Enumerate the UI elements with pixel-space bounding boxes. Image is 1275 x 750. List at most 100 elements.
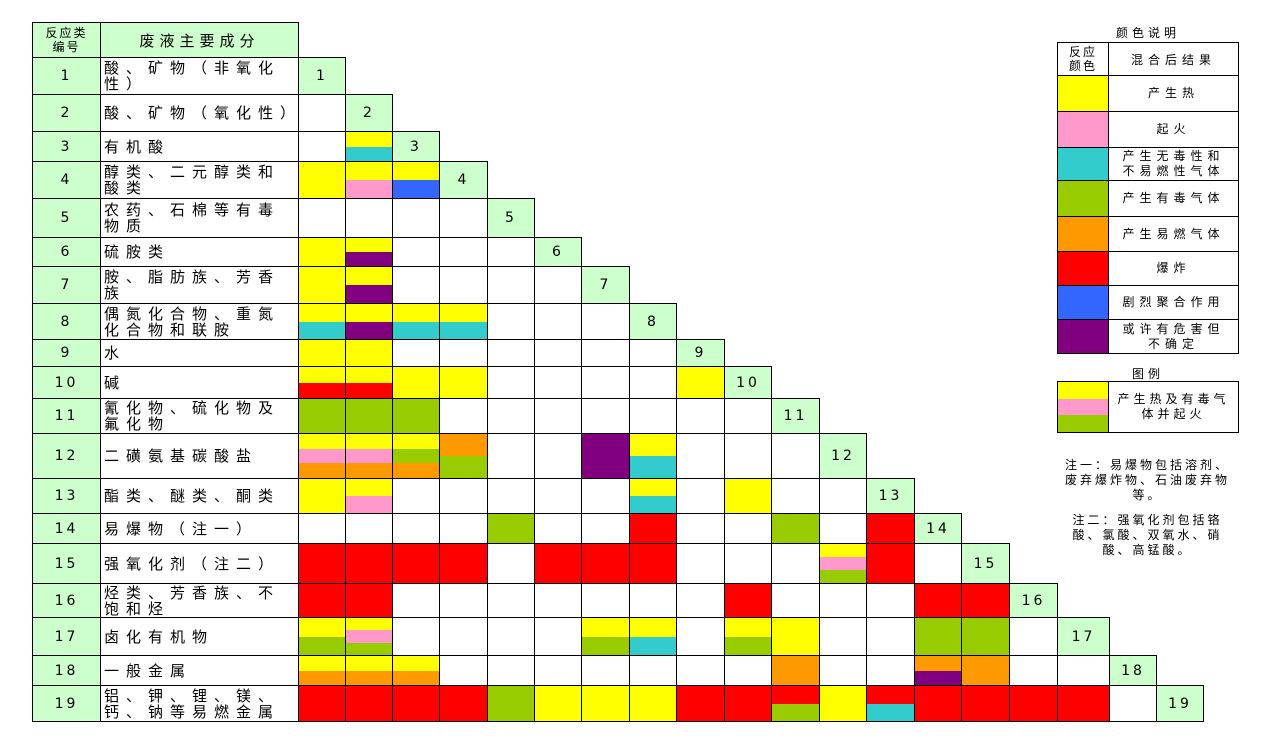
reaction-cell xyxy=(298,303,346,340)
row-name: 酯类、醚类、酮类 xyxy=(100,478,299,514)
reaction-cell xyxy=(676,617,725,656)
reaction-cell xyxy=(439,366,488,399)
reaction-color xyxy=(346,252,392,266)
row-name: 一般金属 xyxy=(100,655,299,686)
reaction-cell xyxy=(581,617,630,656)
reaction-cell xyxy=(534,478,582,514)
reaction-cell xyxy=(676,513,725,544)
reaction-cell xyxy=(345,398,393,434)
diagonal-number: 6 xyxy=(534,237,582,267)
reaction-cell xyxy=(771,543,820,584)
reaction-cell xyxy=(487,339,535,367)
reaction-cell xyxy=(534,685,582,722)
reaction-cell xyxy=(771,583,820,618)
reaction-cell xyxy=(914,655,962,686)
reaction-cell xyxy=(487,583,535,618)
diagonal-number: 10 xyxy=(724,366,772,399)
note: 注一：易爆物包括溶剂、废弃爆炸物、石油废弃物等。 xyxy=(1064,458,1230,502)
example-color xyxy=(1058,415,1108,432)
reaction-cell xyxy=(534,339,582,367)
row-number: 3 xyxy=(32,131,101,162)
reaction-color xyxy=(630,496,676,513)
reaction-color xyxy=(346,618,392,631)
reaction-cell xyxy=(439,543,488,584)
reaction-cell xyxy=(724,617,772,656)
reaction-cell xyxy=(345,303,393,340)
text: 产生热 xyxy=(1147,86,1199,100)
text: 酸、矿物（氧化性） xyxy=(104,104,299,122)
reaction-cell xyxy=(581,655,630,686)
reaction-cell xyxy=(724,433,772,479)
reaction-cell xyxy=(298,617,346,656)
legend-swatch xyxy=(1057,147,1109,181)
reaction-color xyxy=(582,636,629,655)
reaction-cell xyxy=(961,617,1010,656)
reaction-cell xyxy=(724,398,772,434)
reaction-cell xyxy=(487,433,535,479)
legend-swatch xyxy=(1057,251,1109,286)
reaction-cell xyxy=(819,543,867,584)
reaction-color xyxy=(440,304,487,322)
reaction-color xyxy=(346,304,392,322)
reaction-color xyxy=(677,686,724,721)
text: 一般金属 xyxy=(104,661,193,680)
reaction-cell xyxy=(298,266,346,304)
reaction-cell xyxy=(581,583,630,618)
reaction-cell xyxy=(866,685,915,722)
reaction-cell xyxy=(771,513,820,544)
reaction-color xyxy=(772,703,819,721)
note: 注二：强氧化剂包括铬酸、氯酸、双氧水、硝酸、高锰酸。 xyxy=(1072,513,1223,557)
reaction-cell xyxy=(534,303,582,340)
reaction-color xyxy=(346,267,392,285)
reaction-cell xyxy=(298,366,346,399)
text: 硫胺类 xyxy=(104,243,171,261)
diagonal-number: 7 xyxy=(581,266,630,304)
reaction-cell xyxy=(487,266,535,304)
reaction-cell xyxy=(298,161,346,199)
text: 强氧化剂（注二） xyxy=(104,554,281,573)
reaction-cell xyxy=(487,513,535,544)
reaction-cell xyxy=(298,198,346,238)
legend-label: 起火 xyxy=(1108,111,1239,148)
text: 反应颜色 xyxy=(1068,45,1097,73)
row-number: 4 xyxy=(32,161,101,199)
reaction-color xyxy=(962,656,1009,685)
reaction-cell xyxy=(771,685,820,722)
reaction-cell xyxy=(345,339,393,367)
reaction-color xyxy=(772,514,819,543)
reaction-color xyxy=(440,434,487,456)
reaction-color xyxy=(393,463,439,478)
reaction-cell xyxy=(581,685,630,722)
reaction-cell xyxy=(771,433,820,479)
reaction-cell xyxy=(345,583,393,618)
reaction-cell xyxy=(676,583,725,618)
reaction-cell xyxy=(345,685,393,722)
reaction-cell xyxy=(534,583,582,618)
text: 烃类、芳香族、不饱和烃 xyxy=(104,583,281,618)
reaction-color xyxy=(772,656,819,685)
diagonal-number: 14 xyxy=(914,513,962,544)
reaction-cell xyxy=(534,366,582,399)
reaction-color xyxy=(867,686,914,704)
reaction-color xyxy=(582,618,629,637)
legend-swatch xyxy=(1057,285,1109,320)
reaction-cell xyxy=(487,398,535,434)
reaction-color xyxy=(393,686,439,721)
reaction-cell xyxy=(439,237,488,267)
reaction-cell xyxy=(298,543,346,584)
reaction-cell xyxy=(866,655,915,686)
reaction-cell xyxy=(345,513,393,544)
legend-swatch xyxy=(1057,75,1109,112)
reaction-color xyxy=(346,146,392,161)
reaction-color xyxy=(346,321,392,339)
reaction-cell xyxy=(629,513,677,544)
example-label: 产生热及有毒气体并起火 xyxy=(1108,381,1239,433)
reaction-cell xyxy=(298,583,346,618)
reaction-color xyxy=(346,686,392,721)
reaction-cell xyxy=(298,237,346,267)
reaction-cell xyxy=(581,433,630,479)
reaction-cell xyxy=(298,655,346,686)
row-name: 氰化物、硫化物及氟化物 xyxy=(100,398,299,434)
reaction-color xyxy=(867,544,914,583)
text: 卤化有机物 xyxy=(104,627,215,646)
